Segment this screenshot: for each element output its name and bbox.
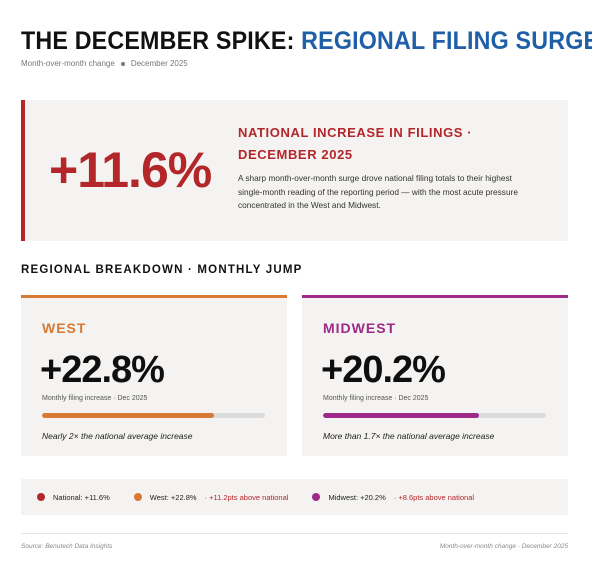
legend-item-midwest: Midwest: +20.2% · +8.6pts above national	[312, 493, 474, 502]
legend-label: West: +22.8%	[149, 492, 197, 502]
legend-item-west: West: +22.8% · +11.2pts above national	[133, 492, 289, 502]
page-title: THE DECEMBER SPIKE: REGIONAL FILING SURG…	[21, 26, 592, 56]
progress-bar-fill	[323, 413, 480, 418]
legend: National: +11.6% West: +22.8% · +11.2pts…	[21, 479, 568, 515]
footer-divider	[21, 533, 568, 534]
region-value: +22.8%	[40, 349, 165, 391]
title-part-1: THE DECEMBER SPIKE:	[21, 27, 295, 55]
bullet-dot-icon	[120, 61, 125, 66]
region-card-midwest: MIDWEST +20.2% Monthly filing increase ·…	[302, 295, 568, 456]
subtitle-metric: Month-over-month change	[21, 59, 115, 68]
progress-bar	[323, 413, 546, 418]
region-name: MIDWEST	[323, 320, 397, 336]
footer-source: Source: Benutech Data Insights	[21, 543, 113, 550]
west-swatch-icon	[133, 493, 142, 501]
region-name: WEST	[42, 320, 87, 336]
region-note: Nearly 2× the national average increase	[42, 431, 193, 441]
legend-delta: · +11.2pts above national	[204, 492, 289, 502]
footer: Source: Benutech Data Insights Month-ove…	[21, 543, 568, 550]
midwest-swatch-icon	[312, 493, 321, 501]
footer-note: Month-over-month change · December 2025	[439, 543, 568, 550]
subtitle: Month-over-month change December 2025	[21, 59, 571, 68]
legend-label: National: +11.6%	[53, 492, 110, 502]
national-swatch-icon	[37, 493, 45, 501]
legend-item-national: National: +11.6%	[37, 493, 110, 502]
national-description: A sharp month-over-month surge drove nat…	[238, 173, 518, 210]
national-value: +11.6%	[49, 142, 212, 198]
national-summary-panel: +11.6% NATIONAL INCREASE IN FILINGS · DE…	[21, 100, 568, 241]
progress-bar	[42, 413, 265, 418]
subtitle-date: December 2025	[130, 59, 188, 68]
progress-bar-fill	[42, 413, 214, 418]
region-caption: Monthly filing increase · Dec 2025	[42, 395, 148, 402]
header: THE DECEMBER SPIKE: REGIONAL FILING SURG…	[21, 26, 592, 68]
region-value: +20.2%	[321, 349, 446, 391]
national-kicker: NATIONAL INCREASE IN FILINGS · DECEMBER …	[238, 125, 473, 162]
legend-delta: · +8.6pts above national	[393, 492, 475, 502]
region-note: More than 1.7× the national average incr…	[323, 431, 495, 441]
section-label: REGIONAL BREAKDOWN · MONTHLY JUMP	[21, 264, 303, 276]
region-caption: Monthly filing increase · Dec 2025	[323, 395, 429, 402]
legend-label: Midwest: +20.2%	[328, 492, 386, 502]
title-part-2: REGIONAL FILING SURGE	[301, 27, 592, 55]
region-card-west: WEST +22.8% Monthly filing increase · De…	[21, 295, 287, 456]
